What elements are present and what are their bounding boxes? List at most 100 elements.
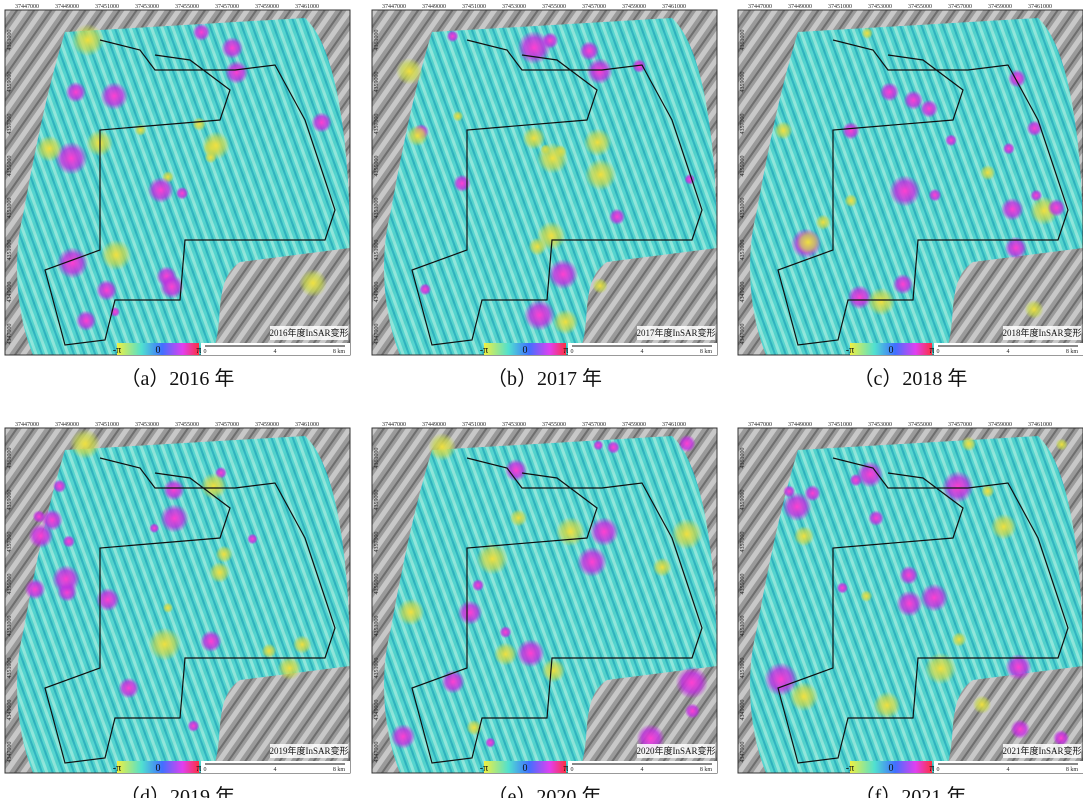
deformation-spot (494, 642, 517, 665)
panel-caption: （a）2016 年 (121, 367, 235, 390)
deformation-spot (920, 100, 938, 118)
deformation-spot (553, 309, 578, 334)
y-coordinate-label: 4351000 (740, 658, 746, 679)
deformation-spot (548, 259, 578, 289)
x-coordinate-label: 37459000 (988, 422, 1012, 428)
x-coordinate-label: 37453000 (502, 422, 526, 428)
y-coordinate-label: 4349000 (374, 700, 380, 721)
deformation-spot (789, 682, 818, 711)
colorbar-label: 0 (523, 345, 528, 356)
x-coordinate-label: 37459000 (622, 422, 646, 428)
deformation-spot (63, 535, 75, 547)
deformation-spot (76, 310, 97, 331)
deformation-spot (678, 435, 696, 453)
scale-label: 8 km (333, 349, 346, 355)
y-coordinate-label: 4355000 (374, 574, 380, 595)
x-coordinate-label: 37455000 (908, 422, 932, 428)
scale-label: 0 (937, 767, 940, 773)
x-coordinate-label: 37449000 (422, 422, 446, 428)
deformation-spot (428, 433, 456, 461)
x-coordinate-label: 37461000 (662, 422, 686, 428)
figure: 37447000 37449000 37451000 37453000 37455000… (0, 0, 1083, 798)
scale-label: 8 km (333, 767, 346, 773)
colorbar-label: -π (846, 763, 854, 774)
deformation-spot (396, 58, 423, 85)
map-panel: 3744700037449000374510003745300037455000… (738, 422, 1083, 774)
x-coordinate-label: 37451000 (95, 422, 119, 428)
deformation-spot (587, 58, 613, 84)
x-coordinate-label: 37447000 (382, 4, 406, 10)
y-coordinate-label: 4349000 (7, 282, 13, 303)
deformation-spot (148, 177, 174, 203)
colorbar-label: π (929, 763, 934, 774)
scale-label: 0 (204, 349, 207, 355)
deformation-spot (53, 479, 67, 493)
deformation-spot (1056, 438, 1068, 450)
deformation-spot (873, 692, 900, 719)
x-coordinate-label: 37457000 (215, 4, 239, 10)
y-coordinate-label: 4353000 (740, 616, 746, 637)
colorbar-label: 0 (889, 763, 894, 774)
y-coordinate-label: 4347000 (740, 742, 746, 763)
scale-label: 0 (571, 349, 574, 355)
x-coordinate-label: 37457000 (948, 4, 972, 10)
deformation-spot (516, 639, 544, 667)
x-coordinate-label: 37461000 (295, 4, 319, 10)
y-coordinate-label: 4361000 (374, 448, 380, 469)
colorbar-label: -π (113, 345, 121, 356)
x-coordinate-label: 37451000 (828, 422, 852, 428)
x-coordinate-label: 37453000 (868, 4, 892, 10)
deformation-spot (980, 165, 996, 181)
deformation-spot (262, 643, 277, 658)
y-coordinate-label: 4357000 (7, 114, 13, 135)
x-coordinate-label: 37447000 (15, 4, 39, 10)
x-coordinate-label: 37457000 (582, 422, 606, 428)
deformation-spot (537, 143, 568, 174)
scale-label: 8 km (700, 349, 713, 355)
y-coordinate-label: 4359000 (7, 490, 13, 511)
deformation-spot (192, 23, 210, 41)
deformation-spot (961, 436, 976, 451)
deformation-spot (584, 128, 612, 156)
x-coordinate-label: 37461000 (662, 4, 686, 10)
y-coordinate-label: 4349000 (7, 700, 13, 721)
x-coordinate-label: 37449000 (55, 4, 79, 10)
deformation-spot (453, 111, 464, 122)
x-coordinate-label: 37447000 (15, 422, 39, 428)
deformation-spot (517, 31, 550, 64)
deformation-spot (609, 209, 625, 225)
y-coordinate-label: 4361000 (740, 448, 746, 469)
x-coordinate-label: 37447000 (748, 4, 772, 10)
deformation-spot (70, 429, 100, 459)
x-coordinate-label: 37447000 (748, 422, 772, 428)
panel-label: 2018年度InSAR变形 (1002, 327, 1081, 338)
x-coordinate-label: 37461000 (1028, 4, 1052, 10)
y-coordinate-label: 4347000 (7, 742, 13, 763)
y-coordinate-label: 4353000 (374, 616, 380, 637)
y-coordinate-label: 4359000 (740, 72, 746, 93)
y-coordinate-label: 4361000 (374, 30, 380, 51)
deformation-spot (205, 151, 217, 163)
deformation-spot (893, 274, 914, 295)
deformation-spot (590, 517, 619, 546)
deformation-spot (880, 82, 899, 101)
x-coordinate-label: 37453000 (135, 4, 159, 10)
y-coordinate-label: 4359000 (374, 72, 380, 93)
y-coordinate-label: 4347000 (7, 324, 13, 345)
deformation-spot (72, 24, 105, 57)
y-coordinate-label: 4357000 (7, 532, 13, 553)
colorbar-label: π (563, 763, 568, 774)
deformation-spot (1027, 120, 1043, 136)
x-coordinate-label: 37459000 (622, 4, 646, 10)
deformation-spot (419, 283, 431, 295)
panel-caption: （c）2018 年 (854, 367, 968, 390)
y-coordinate-label: 4351000 (7, 240, 13, 261)
x-coordinate-label: 37451000 (828, 4, 852, 10)
deformation-spot (920, 583, 948, 611)
y-coordinate-label: 4347000 (374, 742, 380, 763)
scale-label: 4 (641, 767, 644, 773)
deformation-spot (41, 509, 63, 531)
y-coordinate-label: 4353000 (374, 198, 380, 219)
deformation-spot (149, 523, 159, 533)
